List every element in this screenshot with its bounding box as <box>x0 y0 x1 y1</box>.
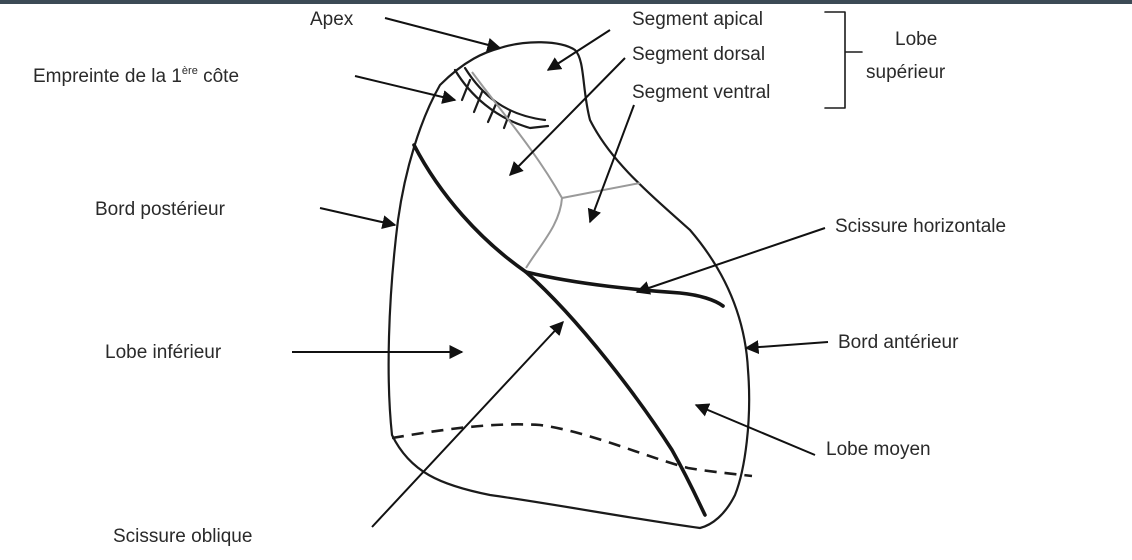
arrow-apex <box>384 17 502 52</box>
label-lobe-moyen: Lobe moyen <box>826 439 931 460</box>
label-bord-posterieur: Bord postérieur <box>95 199 226 220</box>
first-rib-impression <box>453 66 550 130</box>
label-lobe-superieur-line2: supérieur <box>866 62 946 83</box>
label-scissure-oblique: Scissure oblique <box>113 526 252 547</box>
arrow-bord-posterieur <box>319 207 397 230</box>
arrow-scissure-horizontale <box>635 227 826 295</box>
arrow-bord-anterieur <box>744 340 829 355</box>
label-apex: Apex <box>310 9 354 30</box>
label-empreinte-premiere-cote: Empreinte de la 1ère côte <box>33 65 239 87</box>
lobe-superieur-bracket <box>824 11 863 109</box>
segment-boundary-apical <box>471 71 563 199</box>
top-border <box>0 0 1132 4</box>
arrow-scissure-oblique <box>371 320 564 528</box>
label-segment-apical: Segment apical <box>632 9 763 30</box>
label-segment-ventral: Segment ventral <box>632 82 770 103</box>
arrow-segment-dorsal <box>509 57 626 176</box>
arrow-segment-apical <box>546 29 611 71</box>
arrow-lobe-moyen <box>694 403 816 456</box>
arrow-segment-ventral <box>587 104 635 224</box>
horizontal-fissure-line <box>524 270 725 308</box>
label-segment-dorsal: Segment dorsal <box>632 44 765 65</box>
label-lobe-inferieur: Lobe inférieur <box>105 342 222 363</box>
dashed-boundary-line <box>391 423 753 478</box>
label-lobe-superieur-line1: Lobe <box>895 29 937 50</box>
segment-boundary-dorsal-ventral <box>525 197 563 269</box>
label-bord-anterieur: Bord antérieur <box>838 332 959 353</box>
label-scissure-horizontale: Scissure horizontale <box>835 216 1006 237</box>
arrow-first-rib <box>354 75 457 104</box>
lung-outline <box>387 41 751 530</box>
oblique-fissure-line <box>412 143 707 517</box>
